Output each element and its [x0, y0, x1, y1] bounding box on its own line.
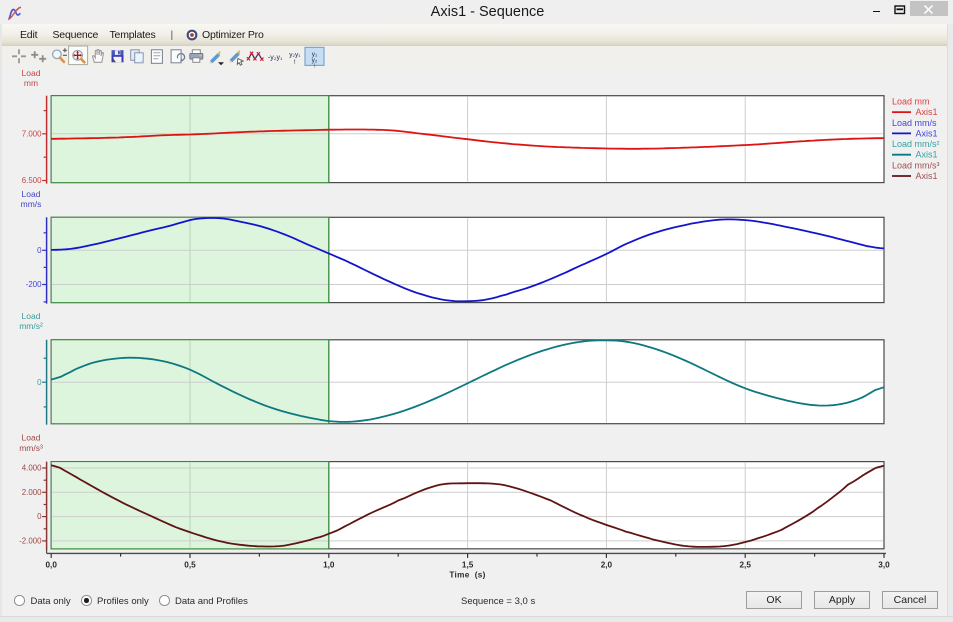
svg-text:-y₂y₁: -y₂y₁: [268, 54, 283, 61]
svg-text:0: 0: [37, 512, 42, 521]
svg-text:0,0: 0,0: [46, 561, 58, 570]
svg-text:2,0: 2,0: [601, 561, 613, 570]
svg-text:0: 0: [37, 378, 42, 387]
svg-text:0,5: 0,5: [184, 561, 196, 570]
svg-text:y₁: y₁: [312, 51, 318, 58]
svg-text:-2.000: -2.000: [19, 537, 42, 546]
svg-text:1,0: 1,0: [323, 561, 335, 570]
svg-text:Load mm: Load mm: [892, 97, 930, 107]
svg-text:3,0: 3,0: [878, 561, 890, 570]
svg-text:4.000: 4.000: [22, 464, 42, 473]
svg-text:!: !: [294, 59, 296, 66]
svg-text:Load mm/s²: Load mm/s²: [892, 139, 940, 149]
svg-text:6.500: 6.500: [22, 176, 42, 185]
svg-text:Axis1: Axis1: [916, 171, 938, 181]
svg-text:-200: -200: [26, 280, 42, 289]
svg-text:Load: Load: [22, 433, 41, 443]
svg-text:Axis1: Axis1: [916, 107, 938, 117]
svg-text:0: 0: [37, 246, 42, 255]
svg-text:Load: Load: [22, 68, 41, 78]
svg-text:y₂: y₂: [312, 57, 318, 64]
svg-text:⁝: ⁝: [314, 63, 316, 69]
svg-text:Load: Load: [22, 311, 41, 321]
svg-text:mm/s³: mm/s³: [19, 443, 43, 453]
svg-text:mm/s²: mm/s²: [19, 321, 43, 331]
svg-text:Axis1: Axis1: [916, 150, 938, 160]
svg-text:1,5: 1,5: [462, 561, 474, 570]
svg-text:Load: Load: [22, 189, 41, 199]
svg-text:mm/s: mm/s: [21, 199, 42, 209]
svg-text:Axis1: Axis1: [916, 128, 938, 138]
svg-text:7.000: 7.000: [22, 129, 42, 138]
svg-text:2.000: 2.000: [22, 488, 42, 497]
svg-text:Load mm/s³: Load mm/s³: [892, 160, 940, 170]
svg-text:Load mm/s: Load mm/s: [892, 118, 937, 128]
svg-text:Time (s): Time (s): [449, 571, 485, 580]
svg-text:2,5: 2,5: [740, 561, 752, 570]
svg-text:y₂y₁: y₂y₁: [289, 51, 301, 58]
svg-text:mm: mm: [24, 78, 38, 88]
